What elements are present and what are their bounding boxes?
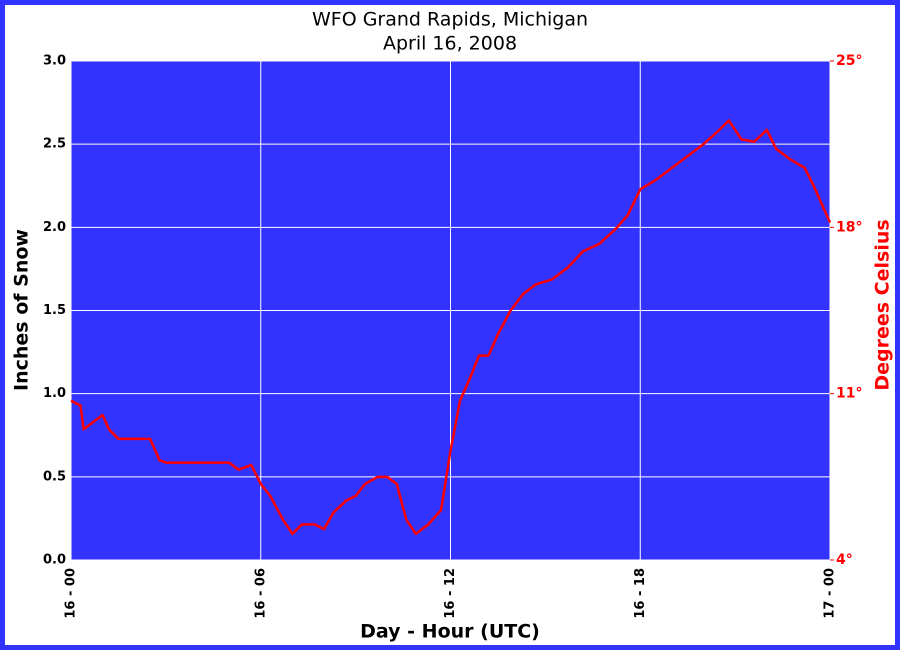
y-tick-label: 0.0 (43, 553, 66, 568)
x-tick-label: 17 - 00 (823, 568, 838, 619)
y-tick-label: 3.0 (43, 54, 66, 69)
x-tick-label: 16 - 18 (633, 568, 648, 619)
y2-axis-label: Degrees Celsius (872, 219, 894, 390)
y2-tick-label: 25° (836, 53, 862, 69)
y-tick-label: 2.5 (43, 137, 66, 152)
y2-tick-label: 11° (836, 386, 862, 402)
temperature-line (70, 119, 832, 536)
y2-tick-label: 18° (836, 219, 862, 235)
chart-subtitle: April 16, 2008 (383, 33, 517, 55)
chart-title: WFO Grand Rapids, Michigan (312, 9, 588, 31)
y2-tick-label: 4° (836, 552, 853, 568)
y-tick-label: 1.5 (43, 303, 66, 318)
y-tick-label: 0.5 (43, 469, 66, 484)
x-tick-label: 16 - 06 (253, 568, 268, 619)
x-tick-label: 16 - 12 (443, 568, 458, 619)
x-tick-label: 16 - 00 (64, 568, 79, 619)
y-axis-label: Inches of Snow (11, 229, 33, 391)
x-axis-label: Day - Hour (UTC) (360, 621, 540, 643)
y-tick-label: 2.0 (43, 220, 66, 235)
y-tick-label: 1.0 (43, 386, 66, 401)
